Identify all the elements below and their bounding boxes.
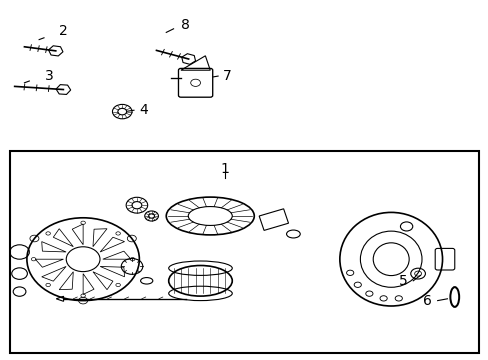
Text: 2: 2 [59, 24, 68, 37]
Bar [10, 151, 478, 353]
Text: 6: 6 [423, 294, 431, 307]
Text: 5: 5 [398, 274, 407, 288]
Text: 4: 4 [139, 103, 148, 117]
Text: 7: 7 [222, 69, 231, 82]
Text: 1: 1 [220, 162, 229, 176]
Text: 3: 3 [44, 69, 53, 82]
Text: 8: 8 [181, 18, 190, 32]
